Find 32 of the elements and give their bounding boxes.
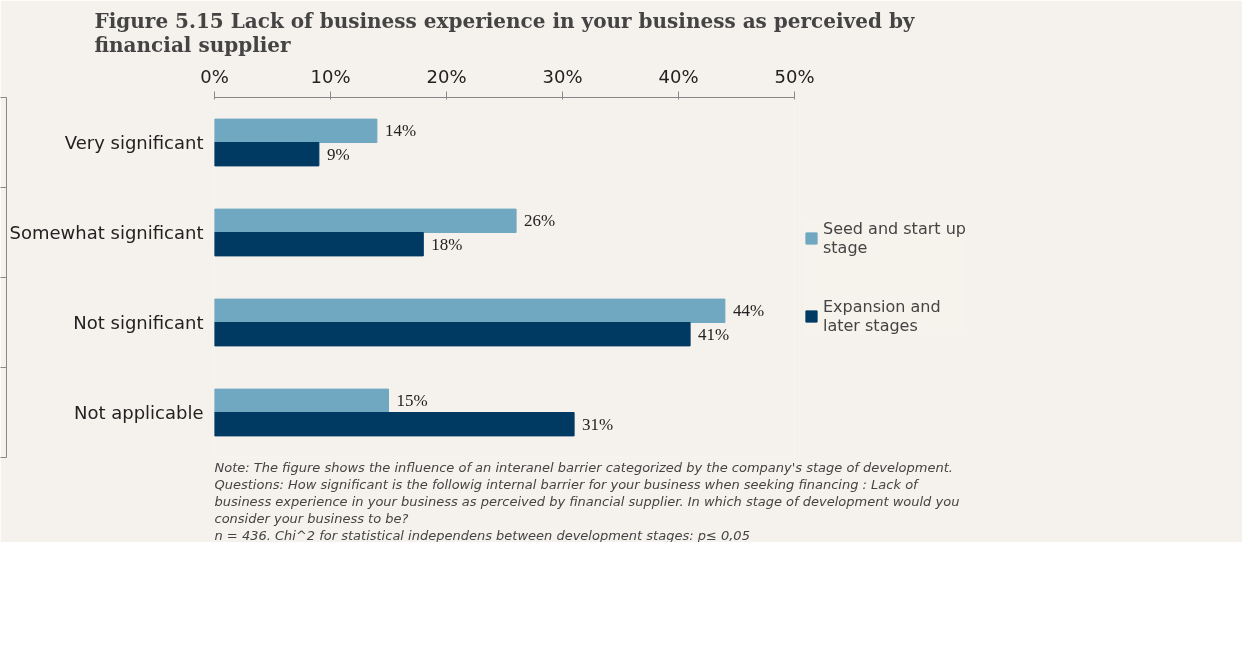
x-tick-label: 20% (426, 65, 467, 87)
data-label: 31% (582, 414, 614, 434)
y-tick-label: Not significant (73, 312, 204, 333)
data-label: 26% (524, 211, 556, 231)
x-tick-label: 30% (542, 65, 583, 87)
bar (214, 298, 726, 323)
x-tick-label: 10% (310, 65, 351, 87)
bar (214, 322, 691, 347)
bar (214, 118, 378, 143)
text: n = 436. Chi^2 for statistical independens between development stages: p≤ 0,05 (214, 527, 750, 543)
text: Note: The figure shows the influence of an interanel barrier categorized by the company's stage of development. (214, 459, 953, 475)
y-tick-label: Somewhat significant (9, 222, 204, 243)
y-tick-label: Not applicable (73, 402, 204, 423)
data-label: 14% (384, 121, 417, 141)
x-tick-label: 40% (658, 65, 699, 87)
bar (214, 142, 320, 167)
text: Questions: How significant is the followig internal barrier for your business when seeking financing : Lack of business experience in your business as perceived by financial supplier. In which stage of development would you consider your business to be? (214, 476, 960, 526)
legend-label: Seed and start up stage (823, 219, 966, 257)
x-tick-label: 50% (774, 65, 815, 87)
bar (214, 232, 424, 257)
legend-label: Expansion and later stages (823, 297, 941, 335)
data-label: 44% (732, 301, 765, 321)
y-tick-label: Very significant (64, 132, 204, 153)
data-label: 18% (431, 234, 463, 254)
bar (214, 388, 389, 413)
data-label: 9% (326, 144, 350, 164)
data-label: 15% (396, 391, 428, 411)
bar (214, 208, 517, 233)
x-tick-label: 0% (200, 65, 229, 87)
chart-title: Figure 5.15 Lack of business experience in your business as perceived by financial supplier (94, 8, 916, 57)
bar (214, 412, 575, 437)
data-label: 41% (698, 324, 730, 344)
